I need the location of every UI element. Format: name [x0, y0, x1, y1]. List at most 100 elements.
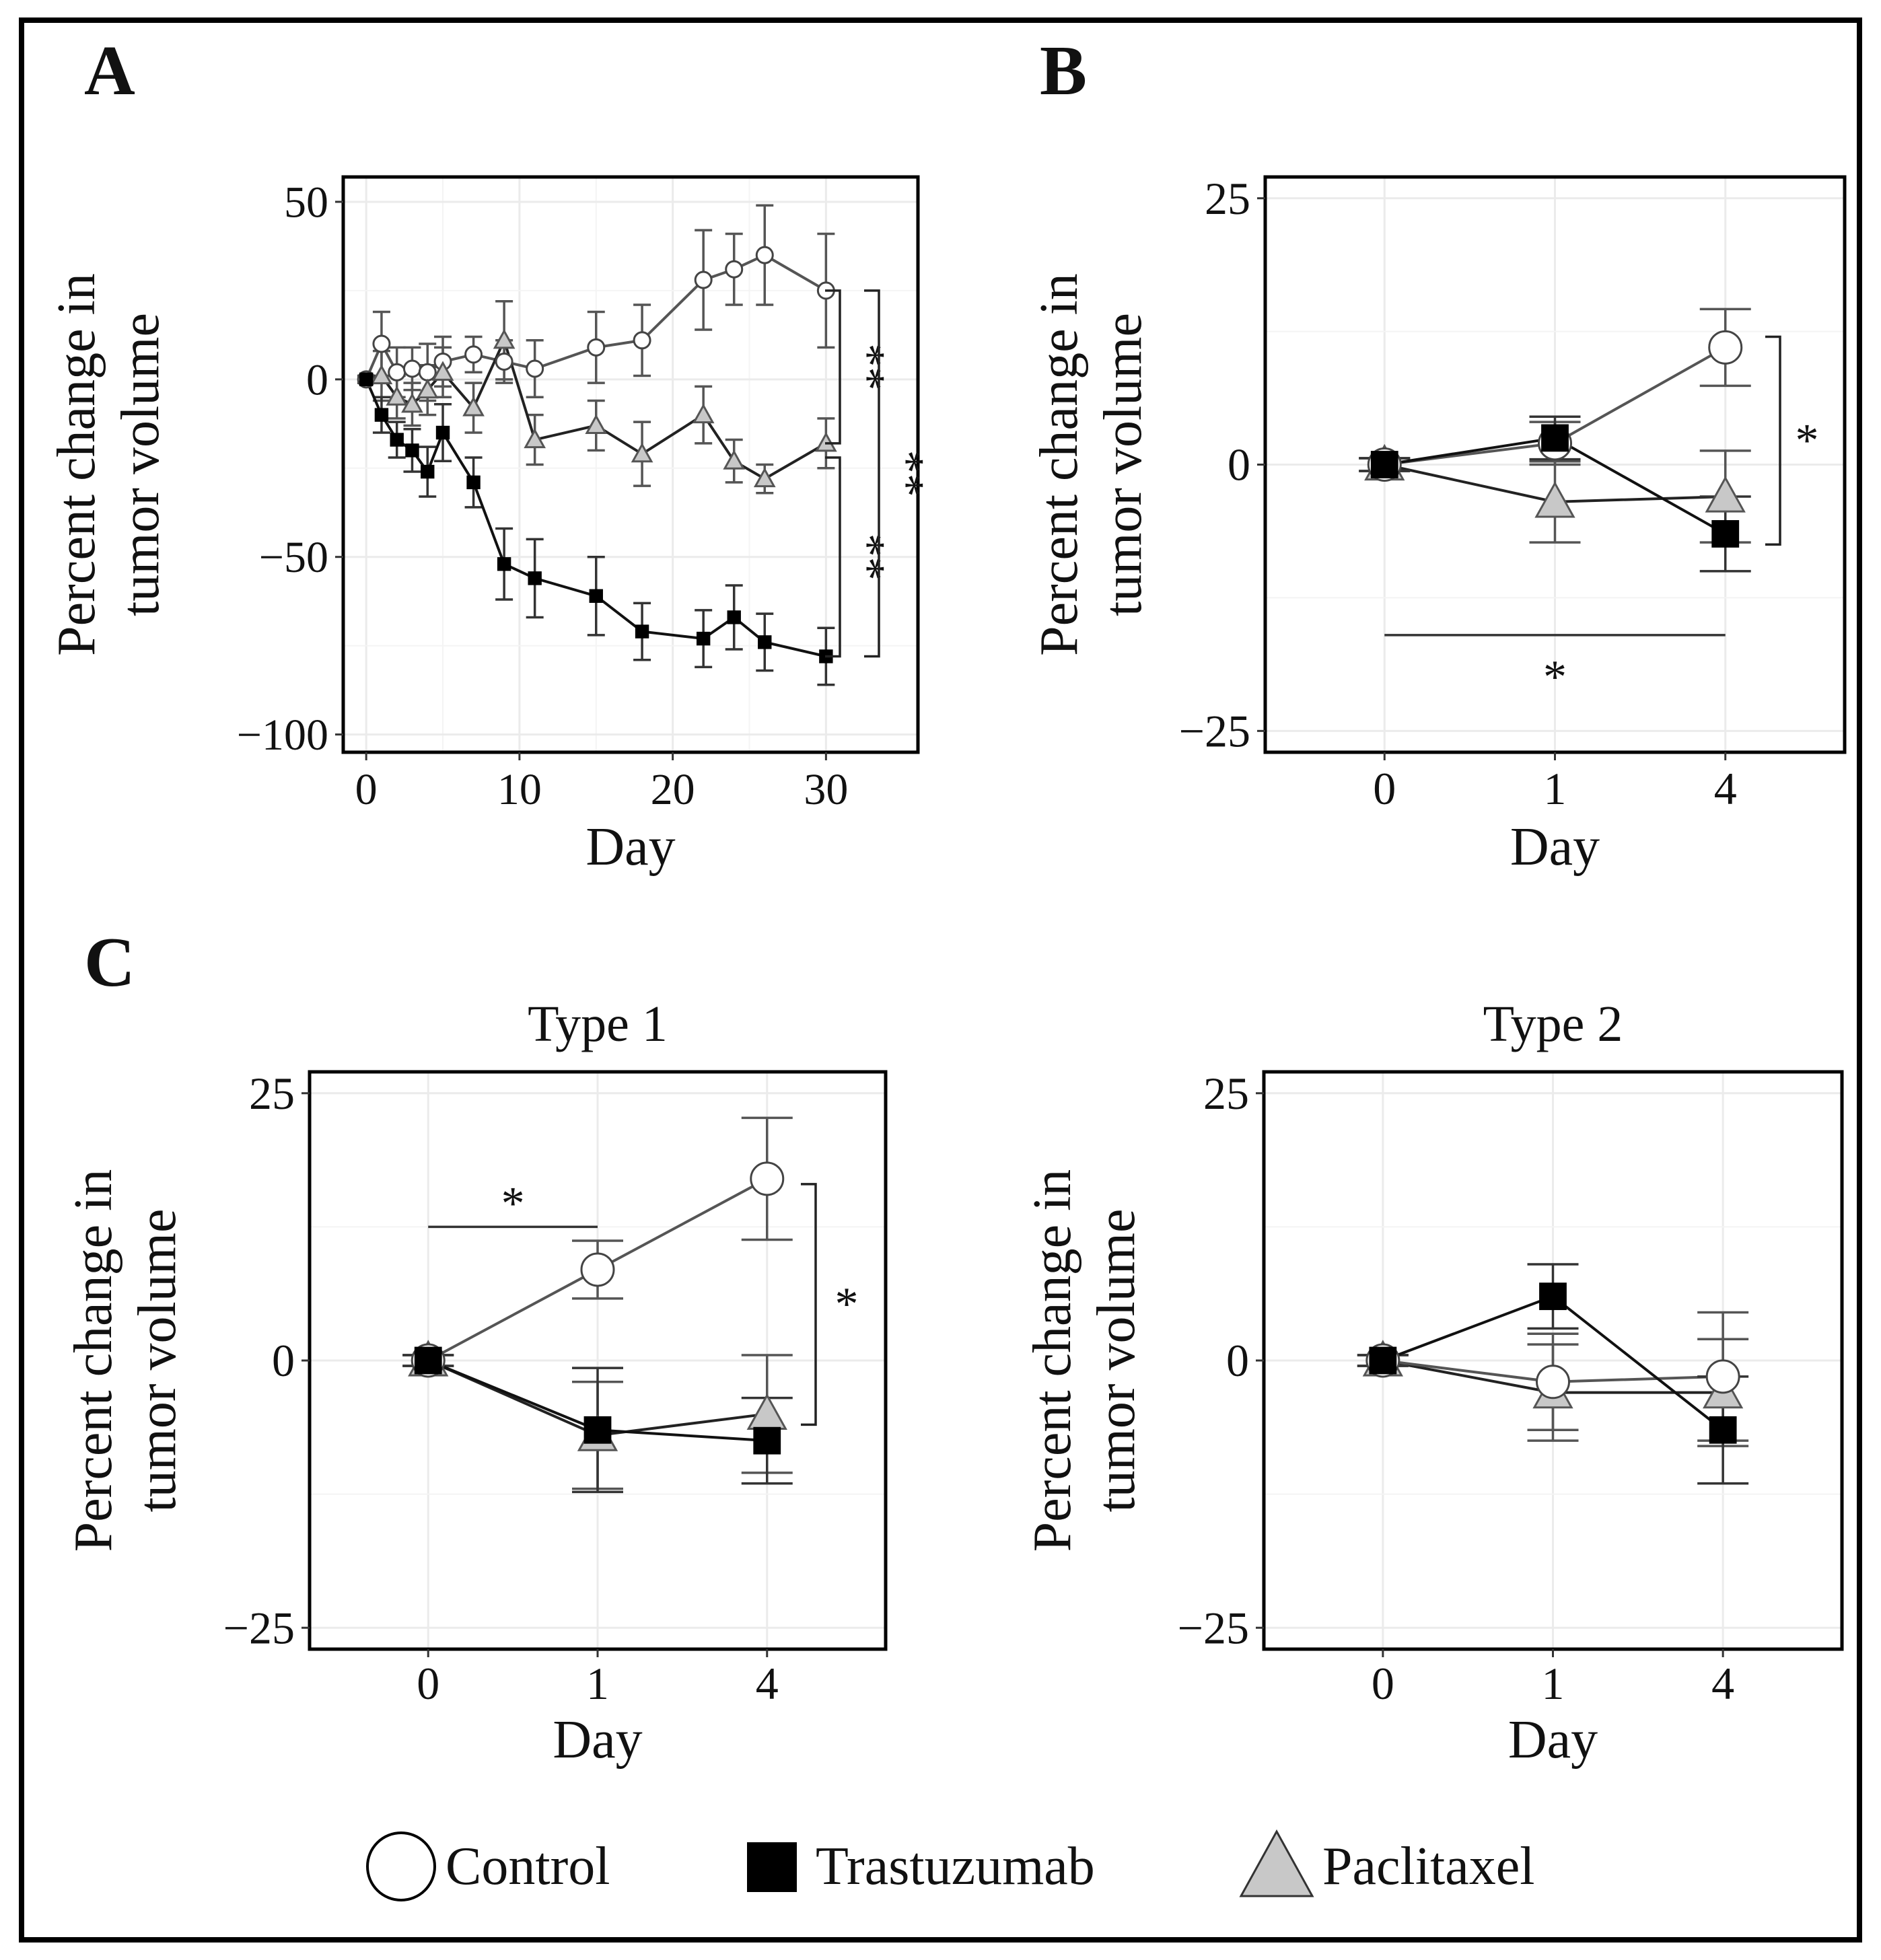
- data-point-control: [402, 359, 421, 378]
- y-axis-title-line: tumor volume: [1087, 1208, 1146, 1512]
- data-point-paclitaxel: [401, 392, 423, 413]
- data-point-control: [633, 331, 651, 350]
- data-point-trastuzumab: [466, 475, 481, 490]
- significance-label: *: [501, 1177, 525, 1229]
- data-point-paclitaxel: [1705, 476, 1746, 513]
- significance-label: **: [843, 343, 894, 390]
- panel-label-a: A: [84, 31, 135, 110]
- data-point-paclitaxel: [631, 442, 653, 463]
- y-axis-title-line: Percent change in: [1030, 273, 1089, 656]
- panel-label-b: B: [1040, 31, 1087, 110]
- x-tick-label: 10: [497, 765, 542, 814]
- chart-title: Type 1: [528, 996, 668, 1052]
- data-point-trastuzumab: [1711, 520, 1740, 548]
- significance-bracket: [1765, 335, 1781, 546]
- data-point-control: [464, 345, 483, 364]
- data-point-paclitaxel: [493, 328, 516, 349]
- chart-panel-b: 0 1 4 25 0 −25 Day Percent change in tumor volum…: [1030, 173, 1847, 877]
- data-point-trastuzumab: [421, 464, 435, 479]
- data-point-trastuzumab: [1369, 1346, 1397, 1375]
- chart-panel-c-type2: 0 1 4 25 0 −25 Day Percent change in tumor volum…: [1023, 996, 1844, 1770]
- data-point-trastuzumab: [1541, 424, 1569, 452]
- x-tick-label: 4: [1714, 763, 1737, 814]
- data-point-trastuzumab: [414, 1346, 442, 1375]
- significance-label: *: [1543, 651, 1567, 703]
- y-tick-label: 0: [272, 1335, 295, 1386]
- x-tick-label: 1: [1542, 1658, 1565, 1709]
- data-point-control: [1708, 330, 1743, 365]
- y-tick-label: −25: [1179, 705, 1250, 756]
- legend: Control Trastuzumab Paclitaxel: [366, 1829, 1534, 1901]
- y-tick-label: 25: [1203, 1068, 1249, 1119]
- x-tick-label: 0: [355, 765, 378, 814]
- figure-border: [19, 17, 1862, 1943]
- x-axis-title: Day: [1508, 1710, 1598, 1770]
- data-point-trastuzumab: [1539, 1282, 1567, 1311]
- x-tick-label: 0: [1372, 1658, 1394, 1709]
- significance-label: **: [843, 534, 894, 581]
- data-point-trastuzumab: [758, 635, 772, 649]
- x-tick-label: 0: [1373, 763, 1396, 814]
- chart-panel-c-type1: 0 1 4 25 0 −25 Day Percent change in tumor volum…: [64, 996, 888, 1770]
- data-point-control: [495, 352, 513, 371]
- data-point-control: [725, 260, 744, 279]
- data-point-trastuzumab: [753, 1426, 781, 1455]
- data-point-control: [694, 270, 713, 289]
- data-point-paclitaxel: [431, 361, 454, 381]
- chart-title: Type 2: [1483, 996, 1623, 1052]
- data-point-control: [755, 246, 774, 264]
- data-point-control: [750, 1161, 785, 1196]
- data-point-trastuzumab: [390, 433, 404, 447]
- y-tick-label: 50: [284, 178, 328, 227]
- data-point-paclitaxel: [723, 449, 746, 470]
- data-point-trastuzumab: [589, 589, 603, 603]
- data-point-trastuzumab: [583, 1416, 612, 1444]
- x-axis-title: Day: [1510, 818, 1600, 877]
- y-tick-label: −25: [1178, 1602, 1249, 1653]
- data-point-control: [1705, 1359, 1740, 1394]
- y-axis-title-line: Percent change in: [1023, 1169, 1082, 1552]
- legend-marker-control: [366, 1831, 436, 1901]
- plot-frame: [341, 175, 920, 754]
- y-tick-label: 25: [1205, 173, 1250, 224]
- significance-label: *: [835, 1278, 859, 1330]
- data-point-control: [580, 1252, 615, 1287]
- x-tick-label: 4: [756, 1658, 779, 1709]
- data-point-paclitaxel: [416, 378, 439, 399]
- data-point-control: [388, 363, 406, 382]
- data-point-paclitaxel: [462, 396, 485, 416]
- y-tick-label: 0: [1228, 439, 1250, 491]
- significance-bracket: [864, 289, 880, 658]
- y-axis-title-line: tumor volume: [128, 1208, 187, 1512]
- data-point-trastuzumab: [435, 425, 450, 440]
- data-point-control: [372, 334, 391, 353]
- y-tick-label: −50: [259, 533, 328, 582]
- data-point-trastuzumab: [374, 408, 389, 422]
- legend-label-control: Control: [446, 1837, 610, 1896]
- data-point-trastuzumab: [405, 443, 419, 458]
- y-tick-label: −100: [237, 711, 328, 760]
- significance-bracket: [825, 456, 841, 658]
- data-point-trastuzumab: [528, 571, 542, 585]
- x-tick-label: 1: [586, 1658, 609, 1709]
- data-point-trastuzumab: [696, 631, 711, 646]
- data-point-trastuzumab: [1370, 451, 1398, 478]
- legend-marker-trastuzumab: [747, 1842, 797, 1892]
- significance-label: *: [1796, 414, 1819, 466]
- legend-label-trastuzumab: Trastuzumab: [816, 1837, 1095, 1896]
- data-point-trastuzumab: [635, 624, 649, 639]
- data-point-paclitaxel: [753, 467, 776, 488]
- data-point-trastuzumab: [727, 610, 741, 624]
- x-axis-title: Day: [553, 1710, 642, 1770]
- significance-label: **: [882, 450, 933, 497]
- legend-marker-paclitaxel: [1239, 1829, 1314, 1897]
- significance-bracket: [825, 289, 841, 445]
- data-point-trastuzumab: [359, 372, 374, 387]
- panel-label-c: C: [84, 922, 135, 1001]
- x-tick-label: 30: [804, 765, 848, 814]
- data-point-control: [1536, 1365, 1570, 1400]
- x-tick-label: 1: [1544, 763, 1567, 814]
- data-point-paclitaxel: [386, 386, 409, 406]
- significance-bracket: [801, 1183, 817, 1426]
- chart-panel-a: 0 10 20 30 50 0 −50 −100 Day Percent change in tum…: [47, 175, 933, 877]
